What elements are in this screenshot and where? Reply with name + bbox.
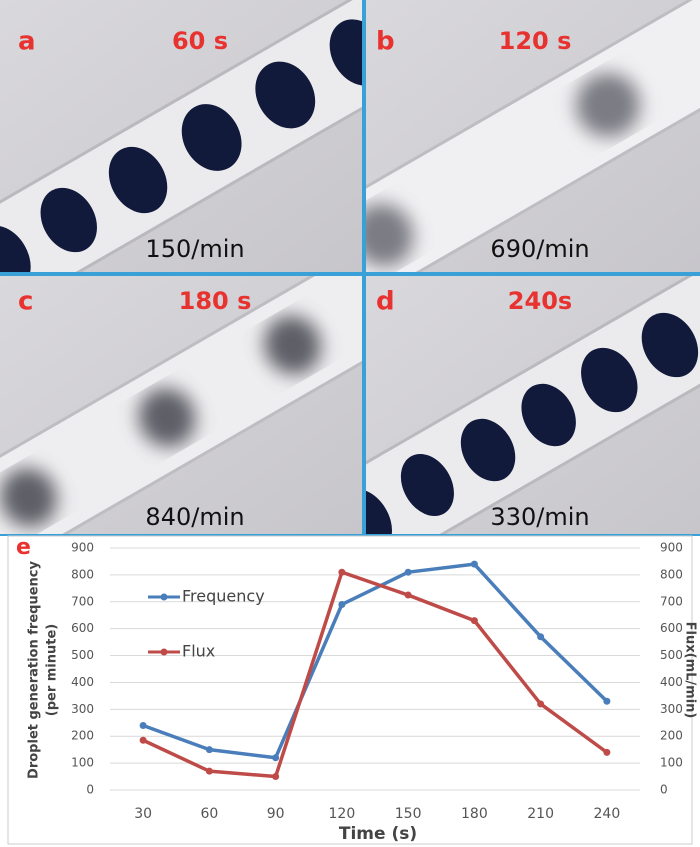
panel-label: d bbox=[376, 287, 395, 317]
data-point bbox=[537, 700, 545, 708]
legend-label: Frequency bbox=[182, 587, 265, 606]
y2-axis-title: Flux(mL/min) bbox=[683, 622, 698, 719]
panel-label: b bbox=[376, 27, 395, 57]
x-tick-label: 60 bbox=[200, 806, 218, 822]
x-tick-label: 120 bbox=[329, 806, 356, 822]
y-tick-label: 200 bbox=[71, 729, 94, 743]
y-tick-label: 300 bbox=[71, 702, 94, 716]
panel-label: e bbox=[16, 535, 31, 560]
x-tick-label: 90 bbox=[267, 806, 285, 822]
data-point bbox=[404, 591, 412, 599]
x-axis-title: Time (s) bbox=[339, 824, 417, 844]
y2-tick-label: 0 bbox=[660, 783, 668, 797]
y-tick-label: 500 bbox=[71, 648, 94, 662]
y2-tick-label: 300 bbox=[660, 702, 683, 716]
y2-tick-label: 600 bbox=[660, 621, 683, 635]
chart: e Time (s) Droplet generation frequency … bbox=[7, 535, 698, 845]
data-point bbox=[338, 600, 346, 608]
data-point bbox=[470, 617, 478, 625]
y2-tick-label: 700 bbox=[660, 594, 683, 608]
panel-rate: 690/min bbox=[490, 235, 589, 263]
panel-rate: 150/min bbox=[145, 235, 244, 263]
y2-tick-label: 800 bbox=[660, 567, 683, 581]
x-tick-label: 180 bbox=[461, 806, 488, 822]
panel-rate: 840/min bbox=[145, 503, 244, 531]
data-point bbox=[139, 736, 147, 744]
legend-marker bbox=[160, 593, 168, 601]
data-point bbox=[537, 633, 545, 641]
panel-label: a bbox=[18, 27, 36, 57]
series-line bbox=[142, 570, 608, 779]
x-tick-label: 210 bbox=[527, 806, 554, 822]
series-line bbox=[142, 562, 609, 760]
legend-marker bbox=[160, 648, 168, 656]
data-point bbox=[338, 568, 346, 576]
panel-time: 60 s bbox=[172, 27, 228, 55]
y2-tick-label: 900 bbox=[660, 541, 683, 555]
data-point bbox=[272, 773, 280, 781]
panel-time: 240s bbox=[508, 287, 572, 315]
y-tick-label: 800 bbox=[71, 567, 94, 581]
panel-label: c bbox=[18, 287, 33, 317]
y2-tick-label: 100 bbox=[660, 756, 683, 770]
data-point bbox=[205, 767, 213, 775]
data-point bbox=[272, 754, 280, 762]
panel-time: 120 s bbox=[499, 27, 572, 55]
y-tick-label: 700 bbox=[71, 594, 94, 608]
y-tick-label: 600 bbox=[71, 621, 94, 635]
data-point bbox=[205, 746, 213, 754]
legend-label: Flux bbox=[182, 642, 215, 661]
x-tick-label: 30 bbox=[134, 806, 152, 822]
photo-a bbox=[0, 0, 362, 272]
y-tick-label: 400 bbox=[71, 675, 94, 689]
photo-d bbox=[366, 276, 700, 534]
data-point bbox=[470, 560, 478, 568]
y-axis-title: (per minute) bbox=[45, 624, 60, 717]
x-tick-label: 150 bbox=[395, 806, 422, 822]
y-tick-label: 0 bbox=[86, 783, 94, 797]
y-tick-label: 100 bbox=[71, 756, 94, 770]
photo-c bbox=[0, 276, 362, 534]
y2-tick-label: 400 bbox=[660, 675, 683, 689]
panel-time: 180 s bbox=[179, 287, 252, 315]
y2-tick-label: 200 bbox=[660, 729, 683, 743]
data-point bbox=[404, 568, 412, 576]
data-point bbox=[603, 748, 611, 756]
data-point bbox=[139, 721, 147, 729]
panel-rate: 330/min bbox=[490, 503, 589, 531]
photo-b bbox=[366, 0, 700, 272]
x-tick-label: 240 bbox=[594, 806, 621, 822]
y2-tick-label: 500 bbox=[660, 648, 683, 662]
chart-frame bbox=[7, 535, 693, 845]
data-point bbox=[603, 697, 611, 705]
y-tick-label: 900 bbox=[71, 541, 94, 555]
y-axis-title: Droplet generation frequency bbox=[27, 561, 42, 779]
